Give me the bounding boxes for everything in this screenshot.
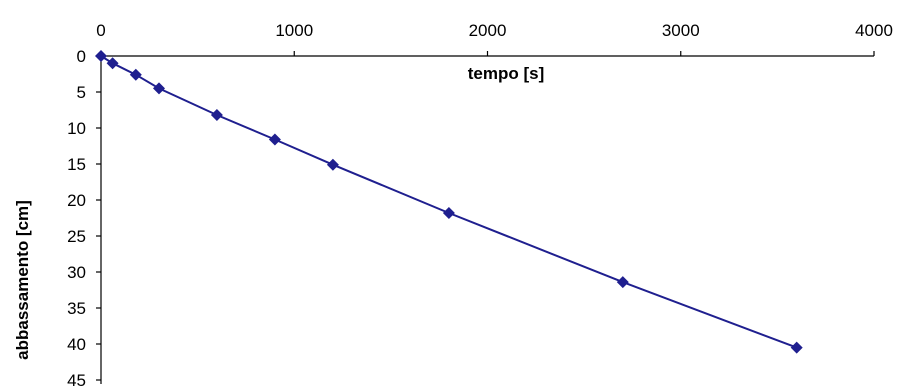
series-line: [100, 55, 798, 349]
data-point-marker: [95, 50, 107, 62]
x-tick-label: 2000: [469, 21, 507, 40]
data-point-marker: [442, 207, 455, 219]
data-point-marker: [268, 133, 281, 146]
y-tick-label: 25: [67, 227, 86, 246]
y-tick-label: 35: [67, 299, 86, 318]
data-point-marker: [326, 158, 339, 171]
data-point-marker: [106, 57, 119, 70]
data-point-marker: [790, 341, 803, 354]
data-point-marker: [153, 82, 165, 95]
x-tick-label: 3000: [662, 21, 700, 40]
data-point-marker: [210, 109, 223, 121]
y-tick-label: 5: [77, 83, 86, 102]
y-tick-label: 20: [67, 191, 86, 210]
labels-layer: tempo [s] abbassamento [cm] 0 1000 2000 300…: [13, 21, 893, 389]
series-layer: [95, 50, 803, 354]
y-tick-label: 10: [67, 119, 86, 138]
y-tick-label: 0: [77, 47, 86, 66]
y-axis-title: abbassamento [cm]: [13, 200, 32, 360]
y-tick-label: 45: [67, 371, 86, 389]
data-point-marker: [129, 68, 142, 81]
y-tick-label: 15: [67, 155, 86, 174]
x-axis-title: tempo [s]: [468, 64, 545, 83]
x-tick-label: 1000: [275, 21, 313, 40]
axes: [96, 51, 875, 384]
y-tick-label: 30: [67, 263, 86, 282]
x-tick-label: 0: [96, 21, 105, 40]
x-tick-label: 4000: [855, 21, 893, 40]
data-point-marker: [616, 276, 629, 289]
y-tick-label: 40: [67, 335, 86, 354]
